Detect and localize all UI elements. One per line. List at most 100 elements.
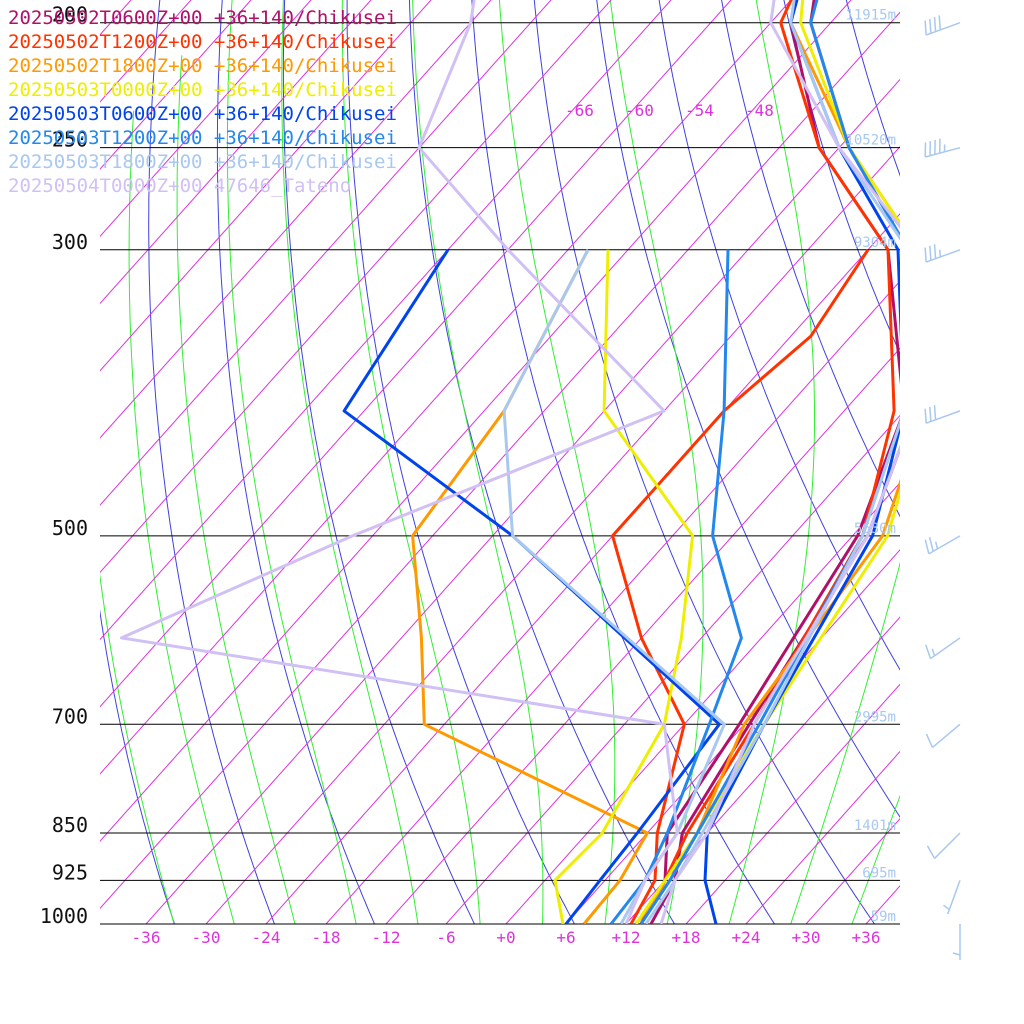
wind-barb-shaft: [931, 723, 961, 748]
wind-barb-feather: [938, 15, 942, 30]
upper-isotherm-label: -60: [625, 101, 654, 120]
wind-barb-feather: [928, 537, 934, 552]
wind-barb-feather: [924, 408, 927, 424]
dry-adiabat-line: [658, 0, 900, 671]
legend-entry: 20250502T0600Z+00 +36+140/Chikusei: [8, 7, 397, 29]
legend-entry: 20250502T1200Z+00 +36+140/Chikusei: [8, 31, 397, 53]
isotherm-line: [100, 0, 312, 238]
height-label: 695m: [862, 865, 896, 881]
dry-adiabat-line: [884, 0, 1024, 951]
moist-adiabat-line: [851, 794, 900, 924]
isotherm-line: [100, 11, 900, 910]
wind-barb-feather: [924, 539, 930, 555]
pressure-label: 300: [52, 230, 88, 254]
dry-adiabat-line: [596, 0, 900, 818]
temperature-line-1: [639, 0, 896, 924]
isotherm-line: [205, 145, 900, 924]
dry-adiabat-line: [282, 0, 476, 924]
isotherm-line: [100, 0, 672, 641]
isotherm-line: [625, 616, 900, 924]
moist-adiabat-line: [226, 0, 357, 924]
wind-barb-half-feather: [931, 648, 936, 656]
sounding-series: [119, 0, 900, 924]
height-label: 5630m: [854, 521, 896, 537]
wind-barb-feather: [929, 245, 932, 261]
x-tick-label: -36: [132, 928, 161, 947]
dry-adiabat-line: [783, 0, 900, 355]
temperature-line-6: [644, 0, 900, 924]
pressure-label: 850: [52, 813, 88, 837]
isotherm-line: [100, 0, 792, 775]
legend-entry: 20250503T0600Z+00 +36+140/Chikusei: [8, 103, 397, 125]
dewpoint-line-0: [639, 22, 900, 924]
isotherm-line: [325, 280, 900, 924]
x-tick-label: -6: [436, 928, 455, 947]
isotherm-line: [505, 481, 900, 924]
x-tick-label: -18: [312, 928, 341, 947]
wind-barb-half-feather: [939, 249, 942, 258]
pressure-label: 700: [52, 704, 88, 728]
moist-adiabat-line: [100, 572, 175, 924]
pressure-label: 500: [52, 516, 88, 540]
legend: 20250502T0600Z+00 +36+140/Chikusei202505…: [8, 7, 397, 197]
dewpoint-line-7: [119, 0, 679, 924]
wind-barb-feather: [929, 406, 932, 422]
x-tick-label: +30: [792, 928, 821, 947]
dry-adiabat-line: [933, 0, 1024, 951]
wind-barb-half-feather: [934, 541, 939, 550]
wind-barb-shaft: [946, 880, 961, 915]
dewpoint-line-2: [411, 249, 649, 924]
dry-adiabat-line: [216, 0, 376, 924]
isotherm-line: [685, 683, 900, 924]
temperature-line-4: [703, 0, 900, 924]
moist-adiabat-line: [412, 0, 544, 924]
moist-adiabat-line: [128, 110, 235, 924]
x-tick-label: +6: [556, 928, 575, 947]
moist-adiabat-line: [281, 0, 419, 924]
x-tick-label: -30: [192, 928, 221, 947]
x-tick-label: +12: [612, 928, 641, 947]
wind-barb-shaft: [930, 637, 961, 660]
dewpoint-line-1: [611, 248, 870, 924]
height-label: 1401m: [854, 818, 896, 834]
wind-barb-shaft: [928, 535, 961, 555]
wind-barb-shaft: [925, 146, 961, 158]
x-tick-label: -24: [252, 928, 281, 947]
dry-adiabat-line: [721, 0, 900, 518]
isotherm-line: [100, 0, 432, 372]
isotherm-line: [445, 414, 900, 924]
isotherm-line: [100, 0, 732, 708]
dewpoint-line-4: [342, 248, 721, 924]
wind-barb-feather: [925, 644, 932, 659]
legend-entry: 20250502T1800Z+00 +36+140/Chikusei: [8, 55, 397, 77]
x-tick-label: +0: [496, 928, 515, 947]
moist-adiabat-line: [790, 561, 900, 924]
wind-barb-half-feather: [943, 904, 950, 911]
wind-barb-half-feather: [952, 952, 961, 956]
height-label: 59m: [871, 909, 896, 925]
moist-adiabat-line: [176, 55, 296, 924]
pressure-label: 200: [52, 3, 88, 27]
wind-barb-feather: [926, 845, 936, 859]
isotherm-line: [902, 0, 1024, 951]
wind-barb-shaft: [925, 22, 961, 36]
dry-adiabat-line: [981, 0, 1024, 951]
height-labels: 16241m13704m11915m10520m9304m5630m2995m1…: [845, 8, 896, 925]
wind-barb-feather: [924, 20, 927, 36]
wind-barb-feather: [933, 244, 937, 259]
height-label: 2995m: [854, 709, 896, 725]
x-tick-label: +36: [852, 928, 881, 947]
x-tick-label: +18: [672, 928, 701, 947]
pressure-labels: 1001502002503005007008509251000: [40, 3, 88, 928]
dry-adiabat-line: [100, 609, 176, 924]
height-label: 9304m: [854, 235, 896, 251]
wind-barbs: [924, 15, 961, 960]
x-tick-label: -12: [372, 928, 401, 947]
wind-barb-feather: [933, 405, 937, 420]
dry-adiabat-line: [148, 0, 276, 924]
height-label: 10520m: [845, 133, 896, 149]
upper-isotherm-labels: -66 -60 -54 -48: [565, 101, 774, 120]
legend-entry: 20250503T1200Z+00 +36+140/Chikusei: [8, 127, 397, 149]
dry-adiabats: [100, 0, 1024, 951]
